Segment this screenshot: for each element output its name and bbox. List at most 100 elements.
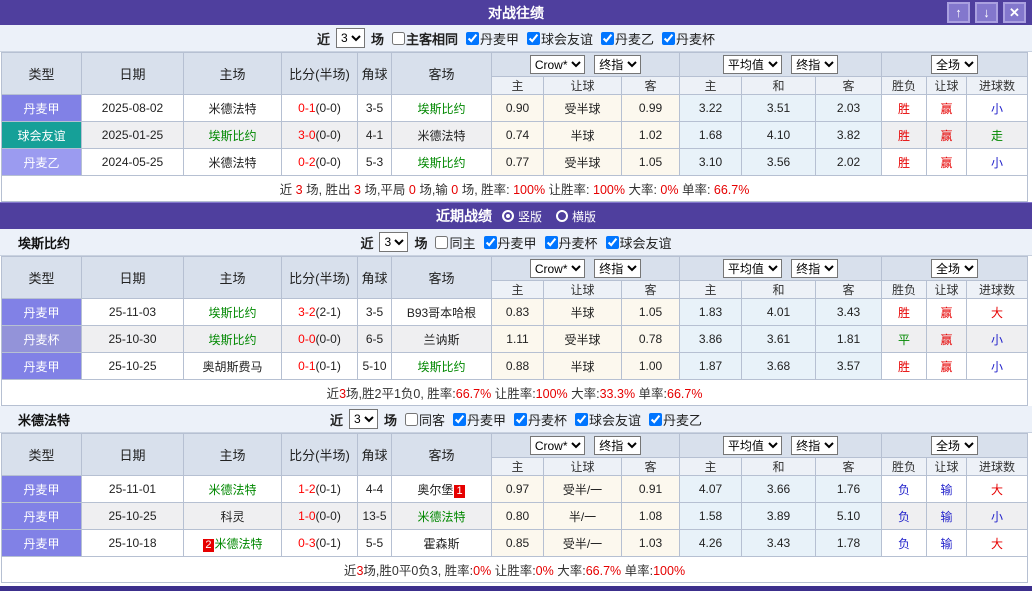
sub-col-winloss: 胜负 [881, 280, 928, 299]
final-index-select-2[interactable]: 终指 [791, 436, 839, 455]
league-filter-friendly[interactable]: 球会友谊 [575, 410, 641, 429]
away-team: 米德法特 [391, 121, 492, 149]
league-checkbox[interactable] [514, 412, 527, 426]
odds-source-select[interactable]: Crow* [529, 55, 585, 74]
summary-row: 近3场,胜2平1负0, 胜率:66.7% 让胜率:100% 大率:33.3% 单… [0, 379, 1029, 406]
close-button[interactable]: ✕ [1003, 2, 1026, 23]
sub-col-avg-away: 客 [815, 280, 883, 299]
games-label: 场 [414, 235, 428, 251]
match-type: 球会友谊 [1, 121, 82, 149]
goals-result: 小 [966, 502, 1029, 530]
league-checkbox[interactable] [483, 235, 497, 249]
page-title: 对战往绩 [488, 4, 544, 21]
same-home-checkbox[interactable]: 同主 [435, 233, 476, 252]
final-index-select-2[interactable]: 终指 [791, 55, 839, 74]
sub-col-handicap-result: 让球 [926, 457, 968, 476]
average-select[interactable]: 平均值 [722, 55, 782, 74]
league-filter-dk1[interactable]: 丹麦甲 [483, 233, 537, 252]
league-checkbox[interactable] [575, 412, 589, 426]
h2h-match-count-select[interactable]: 3 [335, 28, 365, 48]
same-away-label: 同客 [418, 412, 445, 428]
full-match-select[interactable]: 全场 [931, 436, 979, 455]
full-match-select[interactable]: 全场 [931, 259, 979, 278]
final-index-select[interactable]: 终指 [594, 436, 642, 455]
league-filter-cup[interactable]: 丹麦杯 [544, 233, 598, 252]
fullmatch-group-header: 全场 [881, 256, 1029, 281]
league-checkbox[interactable] [544, 235, 558, 249]
same-away-input[interactable] [404, 412, 418, 426]
horizontal-radio[interactable] [556, 210, 568, 222]
league-filter-cup[interactable]: 丹麦杯 [514, 410, 567, 429]
vertical-layout-option[interactable]: 竖版 [501, 208, 542, 225]
avg-draw: 4.01 [741, 298, 817, 326]
away-team: 埃斯比约 [391, 94, 492, 122]
table-row: 丹麦甲 2025-08-02 米德法特 0-1(0-0) 3-5 埃斯比约 0.… [1, 94, 1029, 122]
col-corner: 角球 [357, 256, 392, 299]
summary-row: 近3场,胜0平0负3, 胜率:0% 让胜率:0% 大率:66.7% 单率:100… [0, 556, 1029, 583]
league-filter-dk2[interactable]: 丹麦乙 [601, 29, 654, 48]
league-label: 球会友谊 [541, 31, 594, 47]
avg-home: 1.87 [679, 352, 743, 380]
avg-draw: 3.89 [741, 502, 817, 530]
average-select[interactable]: 平均值 [722, 259, 782, 278]
midtjylland-match-count-select[interactable]: 3 [348, 409, 378, 429]
avg-away: 3.82 [815, 121, 883, 149]
home-odds: 0.80 [491, 502, 544, 530]
away-team: 埃斯比约 [391, 148, 492, 176]
final-index-select-2[interactable]: 终指 [791, 259, 839, 278]
league-filter-friendly[interactable]: 球会友谊 [605, 233, 672, 252]
corner-cell: 5-10 [357, 352, 392, 380]
vertical-radio[interactable] [501, 210, 514, 222]
col-date: 日期 [81, 256, 184, 299]
league-checkbox[interactable] [601, 31, 615, 45]
home-odds: 0.85 [491, 529, 544, 557]
league-checkbox[interactable] [465, 31, 479, 45]
average-select[interactable]: 平均值 [722, 436, 782, 455]
handicap: 受半/一 [543, 529, 622, 557]
handicap: 半球 [543, 352, 622, 380]
league-filter-dk1[interactable]: 丹麦甲 [465, 29, 519, 48]
home-team: 科灵 [183, 502, 282, 530]
odds-source-select[interactable]: Crow* [529, 436, 585, 455]
match-date: 2024-05-25 [81, 148, 184, 176]
final-index-select[interactable]: 终指 [594, 55, 642, 74]
same-home-input[interactable] [435, 235, 449, 249]
match-type: 丹麦甲 [1, 298, 82, 326]
avg-home: 1.58 [679, 502, 743, 530]
odds-source-select[interactable]: Crow* [529, 259, 585, 278]
avg-away: 3.57 [815, 352, 883, 380]
league-filter-cup[interactable]: 丹麦杯 [662, 29, 715, 48]
league-filter-dk1[interactable]: 丹麦甲 [452, 410, 506, 429]
winloss-result: 负 [881, 502, 928, 530]
goals-result: 小 [966, 325, 1029, 353]
handicap-result: 赢 [926, 352, 968, 380]
move-up-button[interactable]: ↑ [947, 2, 970, 23]
esbjerg-match-count-select[interactable]: 3 [379, 232, 409, 252]
full-match-select[interactable]: 全场 [931, 55, 979, 74]
move-down-button[interactable]: ↓ [975, 2, 998, 23]
horizontal-layout-option[interactable]: 横版 [556, 208, 596, 225]
league-checkbox[interactable] [527, 31, 540, 45]
sub-col-handicap-result: 让球 [926, 280, 968, 299]
sub-col-avg-draw: 和 [741, 280, 817, 299]
league-filter-friendly[interactable]: 球会友谊 [527, 29, 593, 48]
league-checkbox[interactable] [662, 31, 676, 45]
match-date: 25-10-30 [81, 325, 184, 353]
league-checkbox[interactable] [649, 412, 663, 426]
near-label: 近 [360, 235, 374, 251]
final-index-select[interactable]: 终指 [594, 259, 642, 278]
same-home-away-checkbox[interactable]: 主客相同 [391, 29, 458, 48]
handicap: 受半球 [543, 325, 622, 353]
corner-cell: 13-5 [357, 502, 392, 530]
rank-badge: 2 [203, 538, 214, 552]
away-team: 兰讷斯 [391, 325, 492, 353]
league-checkbox[interactable] [452, 412, 466, 426]
midtjylland-table: 类型 日期 主场 比分(半场) 角球 客场 Crow* 终指 平均值 终指 全场 [0, 433, 1029, 583]
league-filter-dk2[interactable]: 丹麦乙 [649, 410, 702, 429]
same-away-checkbox[interactable]: 同客 [404, 410, 445, 429]
layout-radio-group: 竖版 横版 [501, 208, 596, 225]
goals-result: 小 [966, 94, 1029, 122]
sub-col-avg-home: 主 [679, 76, 743, 95]
league-checkbox[interactable] [605, 235, 619, 249]
same-home-away-input[interactable] [391, 31, 405, 45]
